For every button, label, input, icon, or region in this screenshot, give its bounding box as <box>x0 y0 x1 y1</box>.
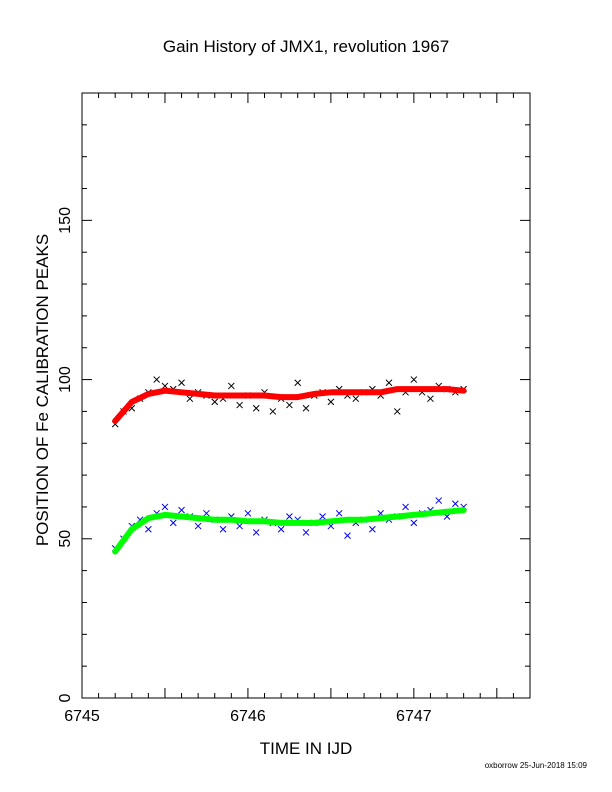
data-point <box>302 529 310 536</box>
data-point <box>244 509 252 517</box>
data-point <box>219 525 227 533</box>
x-tick-label: 6747 <box>396 708 432 725</box>
data-point <box>435 497 443 504</box>
data-point <box>269 408 277 415</box>
data-point <box>352 395 360 403</box>
data-point <box>178 506 185 514</box>
x-tick-label: 6745 <box>64 708 100 725</box>
data-point <box>252 404 260 412</box>
data-point <box>335 509 343 517</box>
data-point <box>402 503 409 511</box>
data-point <box>277 525 285 533</box>
data-point <box>393 408 401 415</box>
data-point <box>236 401 243 409</box>
plot-frame <box>81 92 531 699</box>
data-point <box>451 500 459 508</box>
data-point <box>236 522 243 530</box>
x-tick-label: 6746 <box>230 708 266 725</box>
data-point <box>203 509 210 517</box>
data-point <box>302 404 310 412</box>
data-point <box>286 513 293 520</box>
data-point <box>169 519 177 527</box>
data-point <box>161 503 169 511</box>
x-axis-label: TIME IN IJD <box>260 739 353 758</box>
data-point <box>410 376 418 383</box>
data-point <box>344 532 351 539</box>
data-point <box>227 382 235 390</box>
chart-title: Gain History of JMX1, revolution 1967 <box>163 37 449 56</box>
y-tick-label: 150 <box>57 207 74 234</box>
data-point <box>186 395 194 403</box>
y-tick-label: 100 <box>57 366 74 393</box>
data-point <box>153 376 161 383</box>
data-point <box>294 379 302 387</box>
trend-line <box>112 386 467 424</box>
data-point <box>194 522 202 530</box>
data-point <box>369 525 376 533</box>
data-point <box>145 525 152 533</box>
footer-stamp: oxborrow 25-Jun-2018 15:09 <box>485 761 588 770</box>
data-point <box>211 398 219 406</box>
y-tick-label: 50 <box>57 530 74 548</box>
trend-line <box>112 507 467 555</box>
data-point <box>319 513 326 520</box>
data-point <box>427 395 434 403</box>
data-point <box>385 379 393 387</box>
data-point <box>286 401 293 409</box>
data-point <box>178 379 185 387</box>
data-point <box>410 519 418 527</box>
data-point <box>327 398 335 406</box>
plot-area: 6745 6746 6747 0 50 100 150 <box>57 92 531 725</box>
y-axis-label: POSITION OF Fe CALIBRATION PEAKS <box>33 234 52 546</box>
y-tick-label: 0 <box>57 693 74 702</box>
data-point <box>252 529 260 536</box>
